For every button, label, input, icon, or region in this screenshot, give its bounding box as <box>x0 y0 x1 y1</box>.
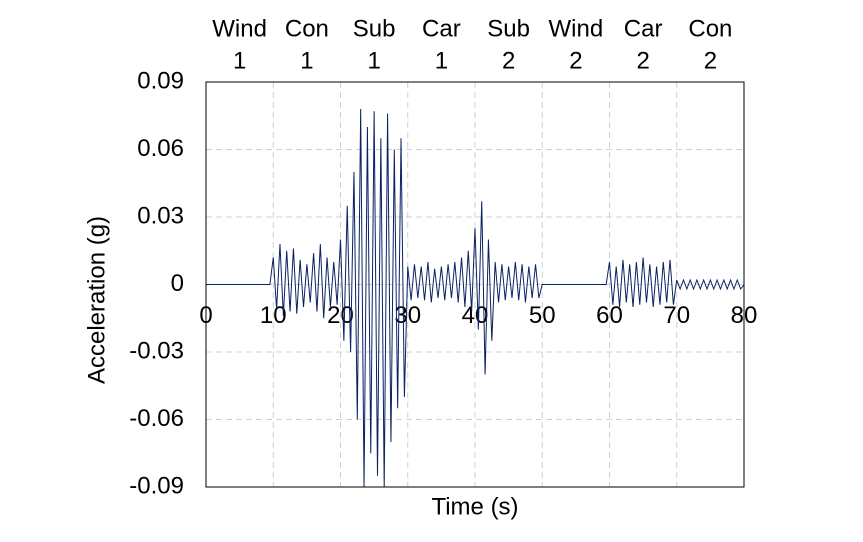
segment-label: 2 <box>569 47 582 74</box>
segment-label: Con <box>688 15 732 42</box>
y-tick-label: -0.06 <box>129 405 184 432</box>
segment-label: Con <box>285 15 329 42</box>
y-tick-label: 0.06 <box>137 135 184 162</box>
x-axis-label: Time (s) <box>431 493 518 520</box>
segment-label: 2 <box>704 47 717 74</box>
y-tick-label: 0.03 <box>137 202 184 229</box>
segment-label: Sub <box>487 15 530 42</box>
segment-label: 1 <box>435 47 448 74</box>
segment-label: Wind <box>549 15 604 42</box>
segment-label: 1 <box>367 47 380 74</box>
segment-label: Car <box>422 15 461 42</box>
signal-line <box>206 108 745 488</box>
segment-label: Wind <box>212 15 267 42</box>
segment-label: 2 <box>636 47 649 74</box>
segment-label: Car <box>624 15 663 42</box>
y-tick-label: 0 <box>171 270 184 297</box>
segment-label: 1 <box>233 47 246 74</box>
y-tick-label: 0.09 <box>137 67 184 94</box>
segment-label: 2 <box>502 47 515 74</box>
y-axis-label: Acceleration (g) <box>83 216 110 384</box>
segment-label: 1 <box>300 47 313 74</box>
y-tick-label: -0.09 <box>129 472 184 499</box>
segment-label: Sub <box>353 15 396 42</box>
y-tick-label: -0.03 <box>129 337 184 364</box>
plot-frame <box>205 81 745 488</box>
